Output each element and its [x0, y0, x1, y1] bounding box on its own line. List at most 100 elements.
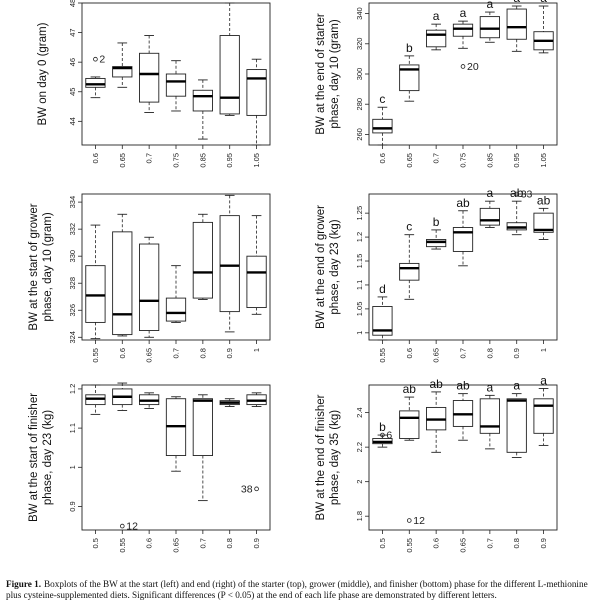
box-0.55 [85, 224, 106, 340]
x-tick-label: 0.75 [172, 153, 181, 168]
iqr-box [372, 306, 393, 336]
iqr-box [246, 255, 267, 309]
x-tick-label: 0.65 [172, 538, 181, 553]
box-0.95 [219, 2, 240, 116]
box-1 [246, 215, 267, 315]
y-axis-label-line: BW at the start of finisher [28, 393, 40, 522]
significance-letter: b [379, 420, 386, 434]
y-tick-label: 46 [68, 58, 77, 66]
outlier-point [460, 64, 466, 69]
x-tick-label: 0.85 [198, 153, 207, 168]
x-tick-label: 0.75 [459, 153, 468, 168]
caption-label: Figure 1. [6, 579, 42, 589]
x-tick-label: 0.55 [118, 538, 127, 553]
y-tick-label: 280 [355, 98, 364, 111]
x-tick-label: 0.7 [485, 538, 494, 548]
x-tick-label: 0.85 [485, 153, 494, 168]
box-0.55 [399, 396, 420, 441]
significance-letter: b [406, 41, 413, 55]
x-tick-label: 1.05 [252, 153, 261, 168]
x-tick-label: 0.5 [378, 538, 387, 548]
y-axis-label: BW at the end of grower phase, day 23 (kg… [315, 205, 341, 329]
figure-caption: Figure 1. Boxplots of the BW at the start… [6, 579, 596, 601]
iqr-box [426, 29, 447, 48]
y-tick-label: 260 [355, 128, 364, 141]
y-tick-label: 332 [68, 223, 77, 236]
x-tick-label: 0.8 [512, 538, 521, 548]
box-0.85 [192, 79, 213, 140]
y-tick-label: 324 [68, 331, 77, 344]
y-tick-label: 2 [355, 480, 364, 484]
box-0.7 [479, 394, 500, 450]
x-tick-label: 0.65 [145, 348, 154, 363]
x-tick-label: 1.05 [539, 153, 548, 168]
iqr-box [399, 64, 420, 92]
box-0.95 [506, 5, 527, 52]
box-0.9 [219, 194, 240, 333]
box-0.65 [139, 236, 160, 338]
box-0.8 [506, 393, 527, 458]
iqr-box [192, 221, 213, 299]
y-tick-label: 1.8 [355, 511, 364, 521]
x-tick-label: 0.65 [405, 153, 414, 168]
box-0.65 [426, 229, 447, 250]
y-axis-label: BW at the start of grower phase, day 10 (… [28, 203, 54, 330]
panel-grower-start: 324 326 328 330 332 334 BW at the start of gro… [28, 193, 271, 363]
y-tick-label: 1.1 [68, 423, 77, 433]
x-tick-label: 0.55 [378, 348, 387, 363]
iqr-box [506, 8, 527, 40]
box-0.9 [246, 392, 267, 408]
significance-letter: b [433, 215, 440, 229]
box-0.6 [139, 392, 160, 409]
iqr-box [372, 118, 393, 134]
box-0.7 [426, 23, 447, 51]
y-axis-label-line: BW at the end of finisher [315, 394, 327, 520]
outlier-point [380, 432, 385, 438]
iqr-box [165, 73, 187, 97]
significance-letter: d [379, 282, 386, 296]
outlier-point [406, 518, 412, 523]
outlier-label: 12 [413, 515, 425, 527]
y-tick-label: 0.9 [68, 501, 77, 511]
y-axis-label-line: phase, day 35 (kg) [329, 410, 341, 505]
y-axis-label: BW at the end of starter phase, day 10 (g… [315, 13, 341, 135]
significance-letter: ab [403, 382, 417, 396]
significance-letter: a [460, 6, 467, 20]
significance-letter: a [433, 9, 440, 23]
significance-letter: ab [456, 379, 470, 393]
panel-starter-start: 44 45 46 47 48 BW on day 0 (gram) 0.6 0.65 0.7 0.… [37, 0, 271, 168]
x-tick-label: 0.6 [145, 538, 154, 548]
iqr-box [506, 398, 527, 453]
significance-letter: a [540, 373, 547, 387]
box-0.6 [426, 391, 447, 453]
outlier-point [514, 191, 520, 197]
x-tick-label: 1 [539, 348, 548, 352]
outlier-label: 38 [241, 483, 253, 495]
outlier-point [254, 486, 259, 492]
iqr-box [399, 410, 420, 439]
x-tick-label: 0.55 [91, 348, 100, 363]
box-0.55 [372, 296, 393, 341]
box-0.6 [399, 234, 420, 300]
box-0.75 [165, 60, 187, 112]
box-0.7 [192, 394, 213, 502]
y-tick-label: 334 [68, 196, 77, 209]
iqr-box [533, 212, 554, 233]
x-tick-label: 0.65 [432, 348, 441, 363]
box-0.55 [112, 382, 133, 411]
x-tick-label: 0.65 [459, 538, 468, 553]
y-tick-label: 1.25 [355, 206, 364, 221]
x-tick-label: 0.65 [118, 153, 127, 168]
y-tick-label: 1 [355, 331, 364, 335]
iqr-box [246, 69, 267, 116]
x-tick-label: 0.7 [459, 348, 468, 358]
y-axis-label: BW on day 0 (gram) [37, 22, 49, 125]
iqr-box [112, 66, 133, 78]
y-axis-label-line: BW on day 0 (gram) [37, 22, 49, 125]
significance-letter: a [540, 0, 547, 5]
y-tick-label: 44 [68, 117, 77, 125]
panel-finisher-end: 1.8 2 2.2 2.4 BW at the end of finisher phase… [315, 373, 558, 553]
y-tick-label: 1.1 [355, 280, 364, 290]
y-axis-label-line: phase, day 10 (gram) [329, 19, 341, 128]
